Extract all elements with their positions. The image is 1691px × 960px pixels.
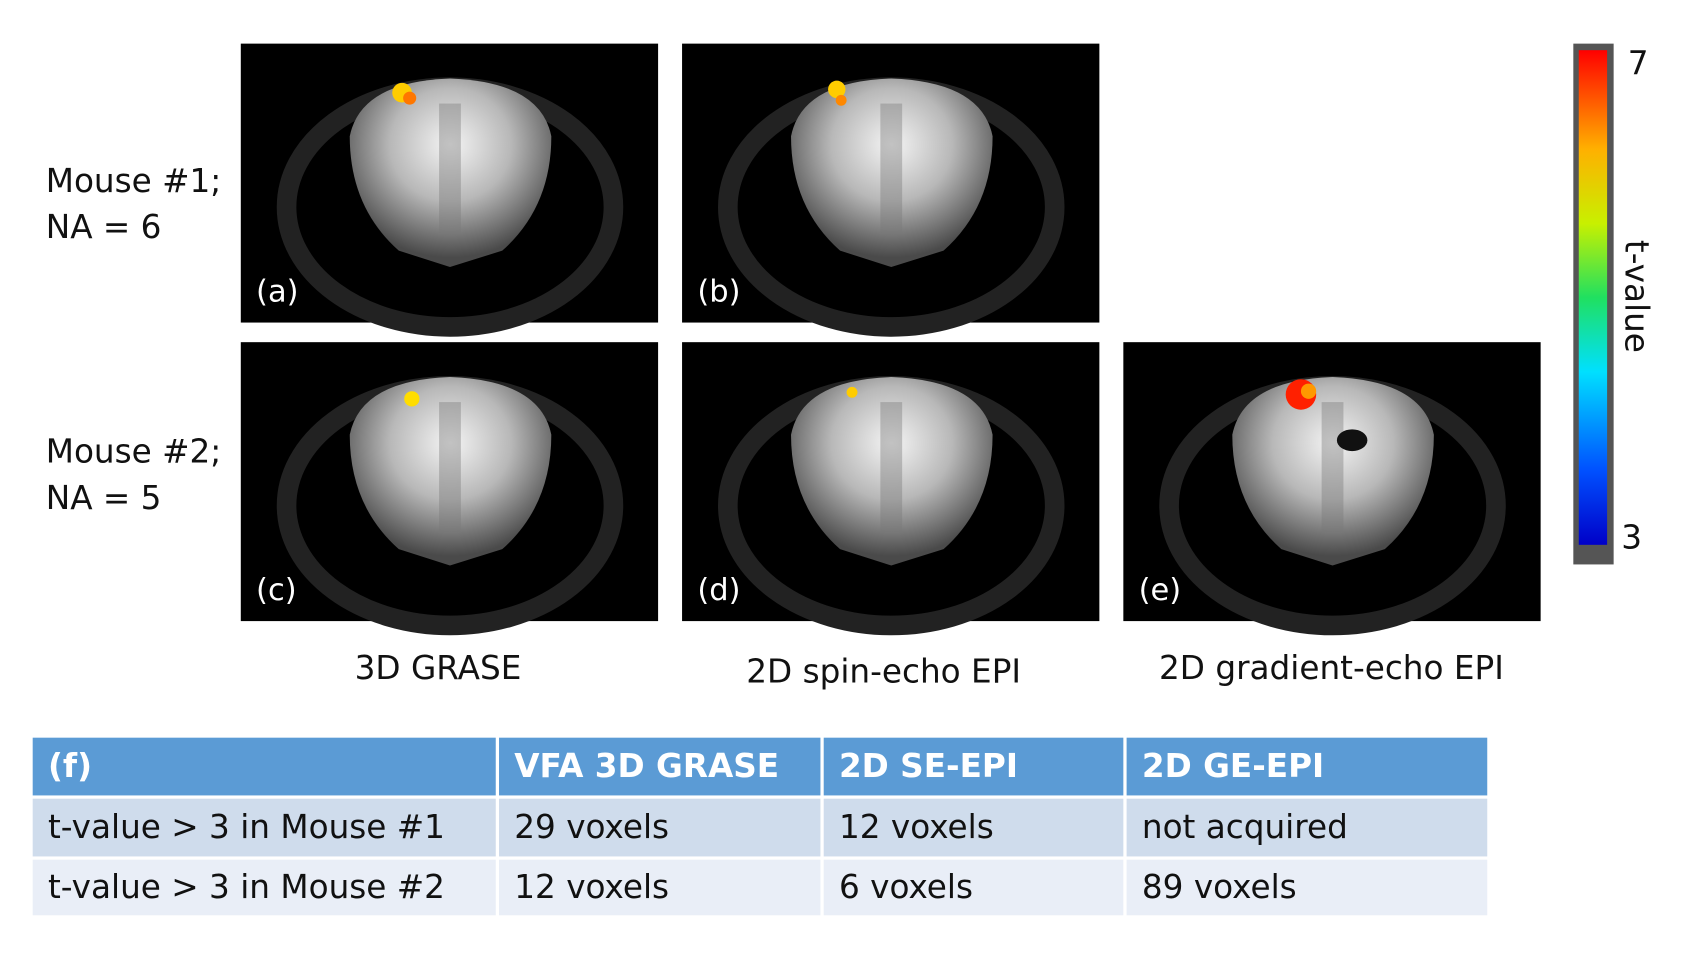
column-label: 3D GRASE <box>355 649 522 687</box>
table-header-text: VFA 3D GRASE <box>514 747 779 785</box>
table-header-cell <box>32 737 496 796</box>
panel-label: (b) <box>697 275 740 310</box>
table-cell-text: 6 voxels <box>839 868 973 906</box>
row-label: Mouse #1; <box>46 162 222 200</box>
panel-image: (c) <box>241 342 658 625</box>
panel-image: (e) <box>1123 342 1540 625</box>
row-label: NA = 6 <box>46 208 162 246</box>
panel-image: (b) <box>682 44 1099 327</box>
colorbar-label: t-value <box>1617 240 1655 353</box>
table-header-cell <box>1126 737 1488 796</box>
table-cell-text: not acquired <box>1142 808 1348 846</box>
table-cell-text: t-value > 3 in Mouse #1 <box>48 808 445 846</box>
table-cell <box>499 859 821 916</box>
table-cell <box>499 798 821 857</box>
column-label: 2D spin-echo EPI <box>746 652 1021 690</box>
table-cell-text: 29 voxels <box>514 808 669 846</box>
colorbar-max: 7 <box>1628 44 1649 82</box>
table-header-cell <box>499 737 821 796</box>
table-cell-text: 12 voxels <box>839 808 994 846</box>
table-cell-text: 12 voxels <box>514 868 669 906</box>
table-cell <box>823 859 1124 916</box>
panel-label: (c) <box>256 573 297 608</box>
panel-label: (e) <box>1139 573 1182 608</box>
table-cell <box>32 798 496 857</box>
panel-label: (a) <box>256 275 299 310</box>
panel-image: (d) <box>682 342 1099 625</box>
panel-label: (d) <box>697 573 740 608</box>
table-cell <box>823 798 1124 857</box>
table-header-text: 2D GE-EPI <box>1142 747 1324 785</box>
table: (f) VFA 3D GRASE 2D SE-EPI 2D GE-EPI t-value… <box>32 737 1488 916</box>
table-header-text: 2D SE-EPI <box>839 747 1018 785</box>
table-header-cell <box>823 737 1124 796</box>
row-label: NA = 5 <box>46 479 162 517</box>
table-cell <box>32 859 496 916</box>
panel-image: (a) <box>241 44 658 327</box>
table-cell <box>1126 798 1488 857</box>
table-cell-text: t-value > 3 in Mouse #2 <box>48 868 445 906</box>
colorbar-min: 3 <box>1621 518 1642 556</box>
table-cell <box>1126 859 1488 916</box>
table-cell-text: 89 voxels <box>1142 868 1297 906</box>
column-label: 2D gradient-echo EPI <box>1159 649 1504 687</box>
row-label: Mouse #2; <box>46 432 222 470</box>
table-header-text: (f) <box>48 747 92 785</box>
colorbar <box>1578 50 1608 545</box>
